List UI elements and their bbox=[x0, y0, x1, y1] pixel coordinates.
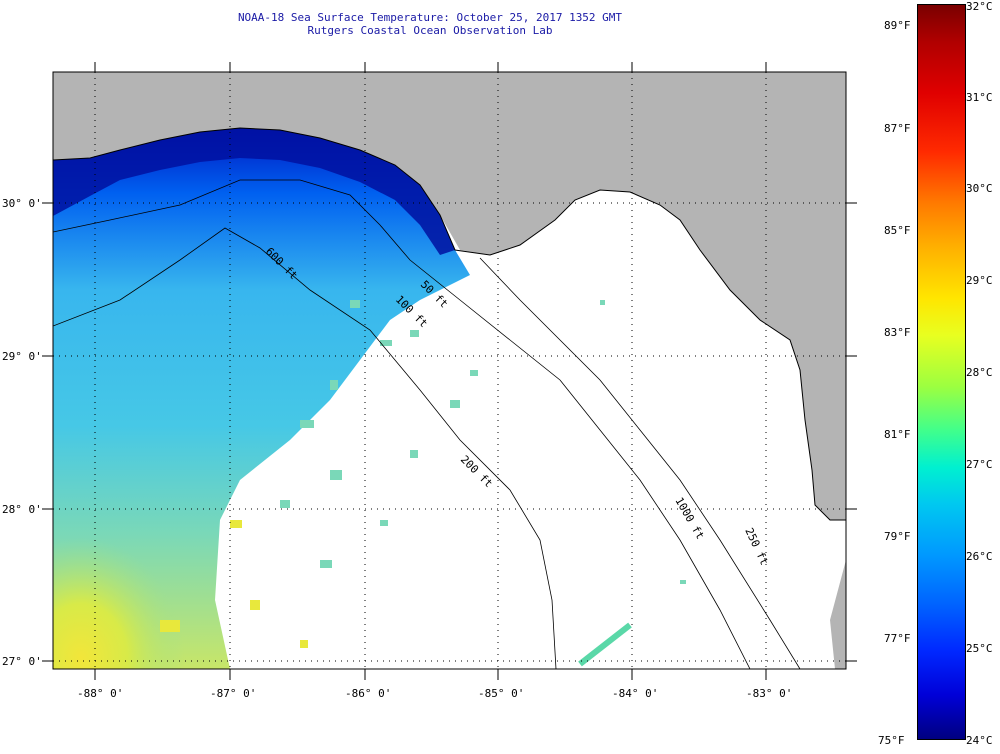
celsius-label: 25°C bbox=[966, 642, 993, 655]
graticule bbox=[53, 72, 846, 669]
sst-coastal-cold bbox=[53, 128, 455, 255]
lon-label: -87° 0' bbox=[210, 687, 256, 700]
lon-label: -86° 0' bbox=[345, 687, 391, 700]
coastline bbox=[53, 127, 846, 521]
land-mass bbox=[53, 72, 846, 520]
fahrenheit-label: 89°F bbox=[884, 19, 911, 32]
depth-contour-inner bbox=[479, 257, 801, 669]
lon-label: -88° 0' bbox=[77, 687, 123, 700]
fahrenheit-label: 85°F bbox=[884, 224, 911, 237]
lat-label: 27° 0' bbox=[2, 655, 42, 668]
sst-speckles bbox=[280, 300, 686, 584]
celsius-label: 29°C bbox=[966, 274, 993, 287]
celsius-label: 32°C bbox=[966, 0, 993, 13]
lon-label: -84° 0' bbox=[612, 687, 658, 700]
celsius-label: 27°C bbox=[966, 458, 993, 471]
land-mass-se bbox=[830, 560, 846, 669]
depth-contour-shelf bbox=[53, 179, 751, 669]
temperature-colorbar bbox=[917, 4, 966, 740]
axis-ticks bbox=[42, 62, 857, 680]
celsius-label: 26°C bbox=[966, 550, 993, 563]
fahrenheit-label: 81°F bbox=[884, 428, 911, 441]
fahrenheit-label: 83°F bbox=[884, 326, 911, 339]
depth-contour-deep bbox=[53, 227, 557, 669]
lat-label: 29° 0' bbox=[2, 350, 42, 363]
celsius-label: 28°C bbox=[966, 366, 993, 379]
fahrenheit-label: 77°F bbox=[884, 632, 911, 645]
celsius-label: 31°C bbox=[966, 91, 993, 104]
sst-warm-patch bbox=[53, 450, 240, 669]
lon-label: -85° 0' bbox=[478, 687, 524, 700]
fahrenheit-label: 75°F bbox=[878, 734, 905, 747]
lon-label: -83° 0' bbox=[746, 687, 792, 700]
fahrenheit-label: 79°F bbox=[884, 530, 911, 543]
celsius-label: 24°C bbox=[966, 734, 993, 747]
map-frame bbox=[52, 71, 847, 670]
lat-label: 30° 0' bbox=[2, 197, 42, 210]
lat-label: 28° 0' bbox=[2, 503, 42, 516]
fahrenheit-label: 87°F bbox=[884, 122, 911, 135]
sst-streak bbox=[578, 622, 632, 667]
sst-speckles-warm bbox=[160, 520, 308, 648]
map-title: NOAA-18 Sea Surface Temperature: October… bbox=[237, 11, 623, 24]
celsius-label: 30°C bbox=[966, 182, 993, 195]
map-subtitle: Rutgers Coastal Ocean Observation Lab bbox=[307, 24, 553, 37]
